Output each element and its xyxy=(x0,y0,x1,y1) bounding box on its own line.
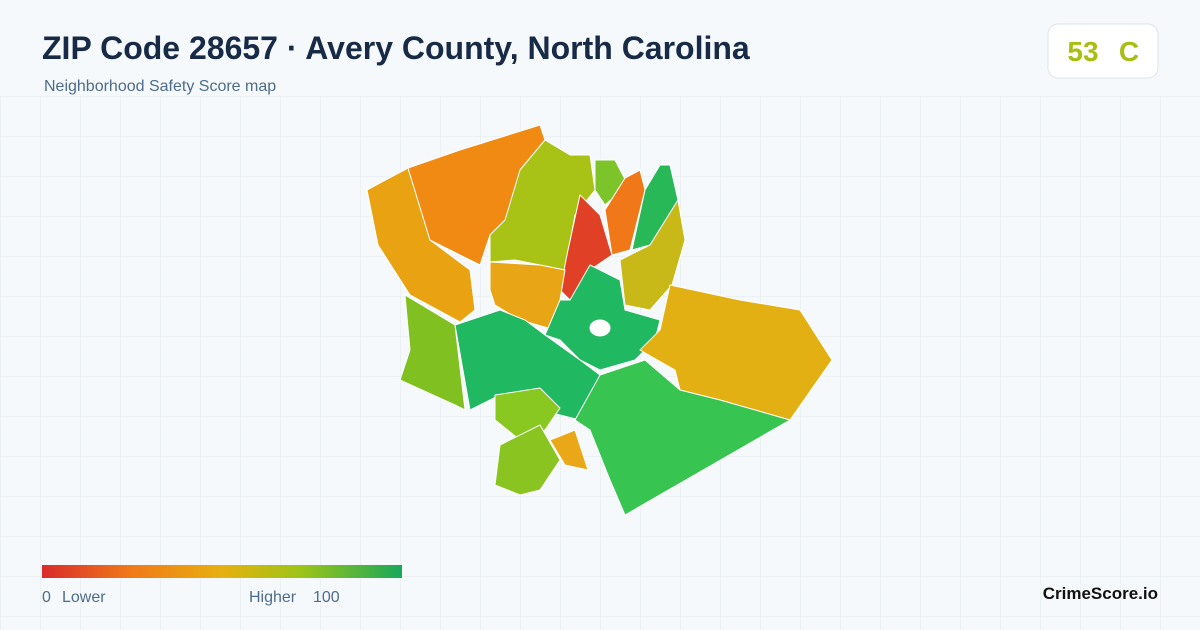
brand: CrimeScore.io xyxy=(1043,584,1158,603)
legend-max-label: Higher xyxy=(249,589,297,606)
subtitle: Neighborhood Safety Score map xyxy=(44,78,276,95)
map xyxy=(366,124,833,516)
legend-bar xyxy=(42,565,402,578)
region xyxy=(549,429,589,471)
region xyxy=(494,424,561,496)
legend-max: 100 xyxy=(313,589,340,606)
legend-min: 0 xyxy=(42,589,51,606)
hole xyxy=(589,319,611,337)
region xyxy=(544,264,661,371)
title: ZIP Code 28657 · Avery County, North Car… xyxy=(42,30,750,66)
score-grade: C xyxy=(1119,36,1139,67)
region xyxy=(604,169,646,256)
score-value: 53 xyxy=(1067,36,1098,67)
score-badge xyxy=(1047,23,1159,79)
region xyxy=(574,359,791,516)
legend-min-label: Lower xyxy=(62,589,106,606)
region xyxy=(494,387,561,441)
region xyxy=(619,199,686,311)
